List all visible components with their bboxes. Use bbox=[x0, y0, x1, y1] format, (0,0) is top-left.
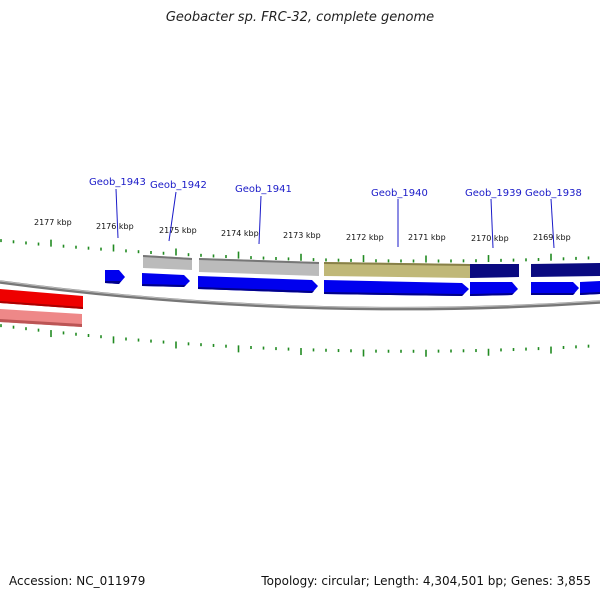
genome-backbone bbox=[0, 280, 600, 311]
cds-arrow-1942[interactable] bbox=[142, 273, 190, 287]
gene-feature-gray-1941-top bbox=[199, 258, 319, 264]
scale-label: 2174 kbp bbox=[221, 229, 259, 238]
cds-arrow-1943[interactable] bbox=[105, 270, 125, 284]
genome-title: Geobacter sp. FRC-32, complete genome bbox=[165, 10, 435, 25]
gene-feature-navy-1939[interactable] bbox=[470, 264, 519, 278]
reverse-gene-pink-shade bbox=[0, 319, 82, 327]
cds-arrow-shading bbox=[105, 281, 600, 296]
reverse-gene-red-shade bbox=[0, 301, 83, 309]
gene-label-geob-1940[interactable]: Geob_1940 bbox=[371, 188, 428, 199]
scale-label: 2170 kbp bbox=[471, 234, 509, 243]
gene-feature-navy-1938[interactable] bbox=[531, 263, 600, 277]
cds-arrow-1940[interactable] bbox=[324, 280, 469, 296]
genome-summary-text: Topology: circular; Length: 4,304,501 bp… bbox=[261, 574, 591, 588]
gene-feature-olive-1940[interactable] bbox=[324, 262, 470, 278]
scale-label: 2176 kbp bbox=[96, 222, 134, 231]
cds-arrow-1939[interactable] bbox=[470, 282, 518, 296]
gene-feature-gray-1942-top bbox=[143, 255, 192, 260]
scale-label: 2177 kbp bbox=[34, 218, 72, 227]
gene-label-geob-1942[interactable]: Geob_1942 bbox=[150, 180, 207, 191]
cds-arrow-1938[interactable] bbox=[531, 282, 579, 295]
scale-label: 2169 kbp bbox=[533, 233, 571, 242]
accession-text: Accession: NC_011979 bbox=[9, 574, 146, 588]
scale-label: 2171 kbp bbox=[408, 233, 446, 242]
gene-label-geob-1938[interactable]: Geob_1938 bbox=[525, 188, 582, 199]
scale-label: 2172 kbp bbox=[346, 233, 384, 242]
gene-label-geob-1939[interactable]: Geob_1939 bbox=[465, 188, 522, 199]
gene-label-leaders bbox=[115, 188, 555, 249]
scale-label: 2175 kbp bbox=[159, 226, 197, 235]
cds-arrow-next[interactable] bbox=[580, 281, 600, 295]
gene-feature-olive-1940-top bbox=[324, 262, 470, 266]
scale-ticks-top bbox=[0, 239, 590, 263]
scale-ticks-bottom bbox=[0, 324, 590, 357]
gene-label-geob-1943[interactable]: Geob_1943 bbox=[89, 177, 146, 188]
genome-backbone-highlight bbox=[0, 280, 600, 309]
scale-label: 2173 kbp bbox=[283, 231, 321, 240]
gene-label-geob-1941[interactable]: Geob_1941 bbox=[235, 184, 292, 195]
